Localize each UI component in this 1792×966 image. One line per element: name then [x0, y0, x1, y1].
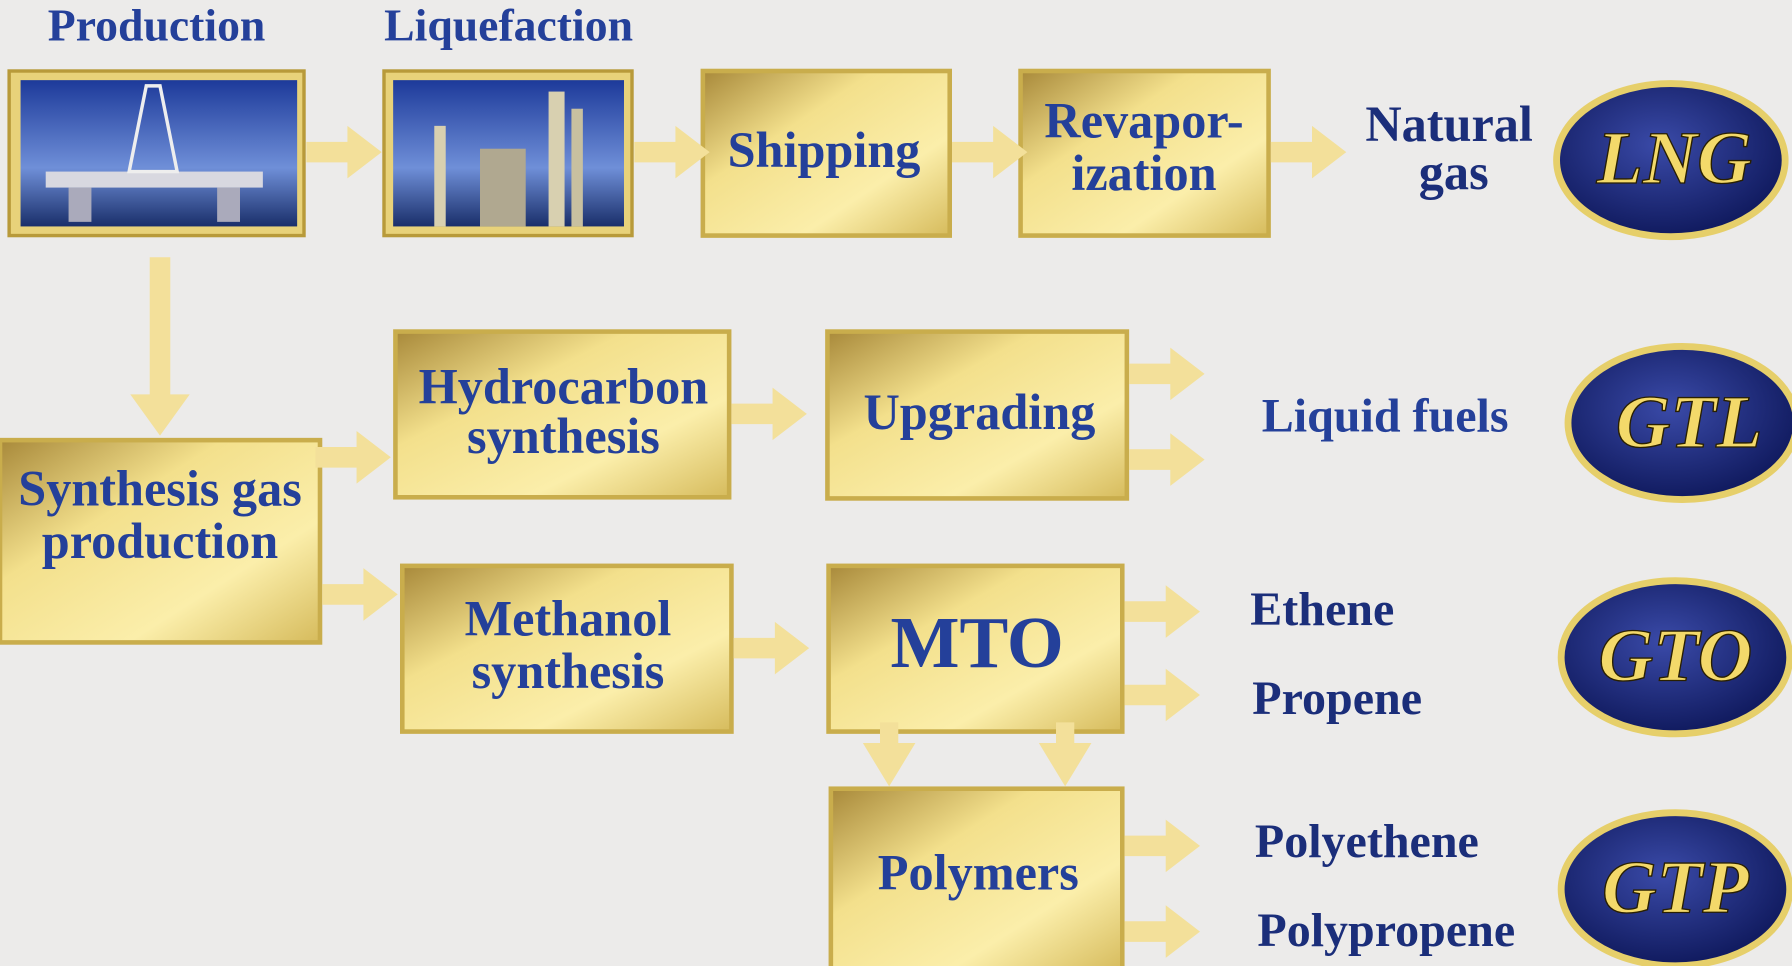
product-label: Propene: [1252, 672, 1422, 725]
node-label: ization: [1071, 145, 1216, 201]
badge-label: GTO: [1599, 614, 1753, 697]
node-label: Upgrading: [864, 384, 1096, 440]
node-label: Hydrocarbon: [419, 359, 709, 415]
node-label: synthesis: [467, 408, 660, 464]
node-label: Shipping: [728, 122, 921, 178]
product-label: Ethene: [1250, 583, 1394, 636]
header: Liquefaction: [384, 0, 633, 50]
header: Production: [48, 0, 266, 50]
node-label: Methanol: [465, 591, 672, 647]
badge-label: LNG: [1596, 117, 1752, 200]
product-label: gas: [1419, 144, 1489, 200]
product-label: Liquid fuels: [1262, 390, 1509, 443]
node-label: synthesis: [472, 643, 665, 699]
node-label: MTO: [890, 602, 1063, 683]
node-label: Synthesis gas: [18, 460, 302, 516]
liquefaction-photo: [384, 71, 632, 236]
node-label: Polymers: [878, 844, 1079, 900]
badge-label: GTP: [1602, 846, 1750, 929]
badge-label: GTL: [1616, 381, 1763, 464]
product-label: Polyethene: [1255, 815, 1479, 868]
node-label: production: [42, 513, 279, 569]
production-photo: [9, 71, 304, 236]
product-label: Polypropene: [1257, 904, 1515, 957]
node-label: Revapor-: [1044, 92, 1243, 148]
badges: [1557, 84, 1792, 966]
diagram: Production Liquefaction Shipping Revapor…: [0, 0, 1792, 966]
